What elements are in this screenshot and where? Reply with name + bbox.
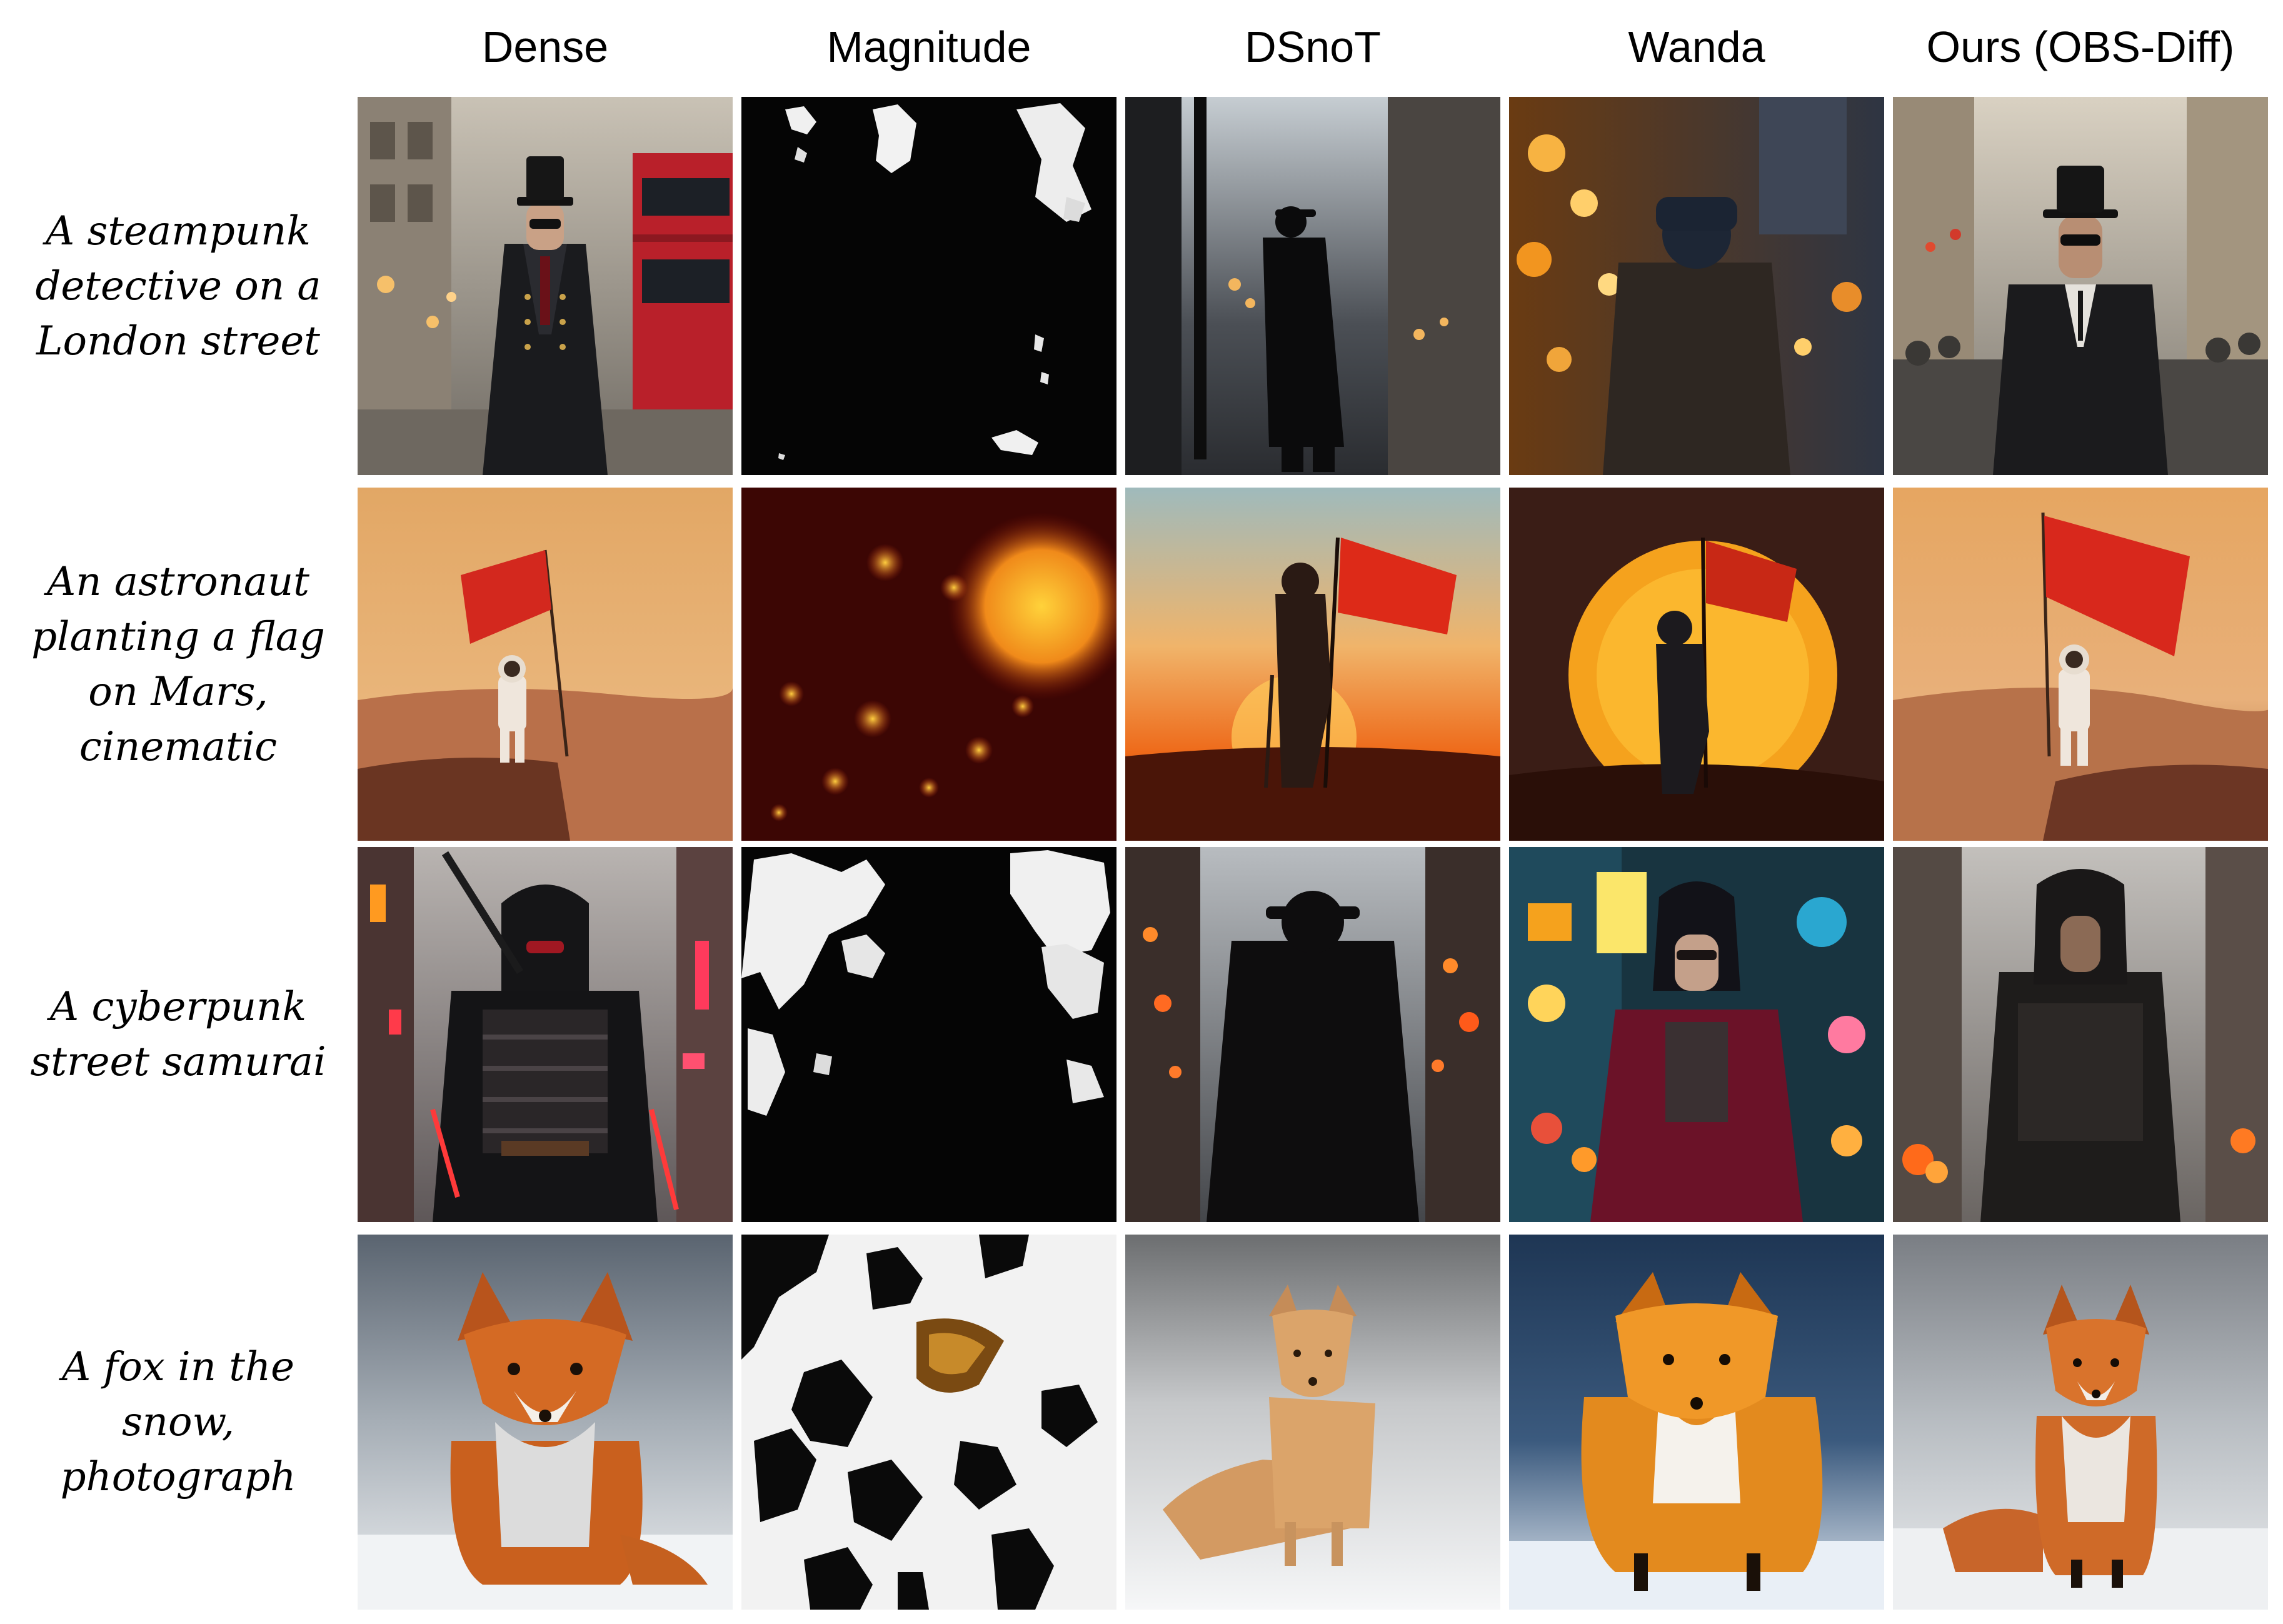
image-fox-magnitude [741,1235,1116,1610]
image-samurai-magnitude [741,847,1116,1222]
image-fox-dsnot [1125,1235,1500,1610]
image-detective-magnitude [741,97,1116,475]
column-header-magnitude: Magnitude [826,23,1031,71]
column-header-ours: Ours (OBS-Diff) [1926,23,2235,71]
column-header-dsnot: DSnoT [1245,23,1381,71]
image-fox-dense [358,1235,733,1610]
image-detective-wanda [1509,97,1884,475]
column-header-wanda: Wanda [1628,23,1765,71]
image-astronaut-magnitude [741,488,1116,841]
image-detective-dense [358,97,733,475]
image-detective-ours [1893,97,2268,475]
image-astronaut-wanda [1509,488,1884,841]
image-samurai-wanda [1509,847,1884,1222]
row-label-astronaut: An astronaut planting a flag on Mars, ci… [31,558,325,770]
image-fox-ours [1893,1235,2268,1610]
image-astronaut-dense [358,488,733,841]
row-label-detective: A steampunk detective on a London street [35,208,321,364]
column-header-dense: Dense [481,23,609,71]
image-samurai-dense [358,847,733,1222]
image-astronaut-ours [1893,488,2268,841]
image-fox-wanda [1509,1235,1884,1610]
image-samurai-dsnot [1125,847,1500,1222]
image-samurai-ours [1893,847,2268,1222]
image-astronaut-dsnot [1125,488,1500,841]
row-label-fox: A fox in the snow, photograph [60,1344,296,1500]
row-label-samurai: A cyberpunk street samurai [30,984,326,1085]
image-detective-dsnot [1125,97,1500,475]
